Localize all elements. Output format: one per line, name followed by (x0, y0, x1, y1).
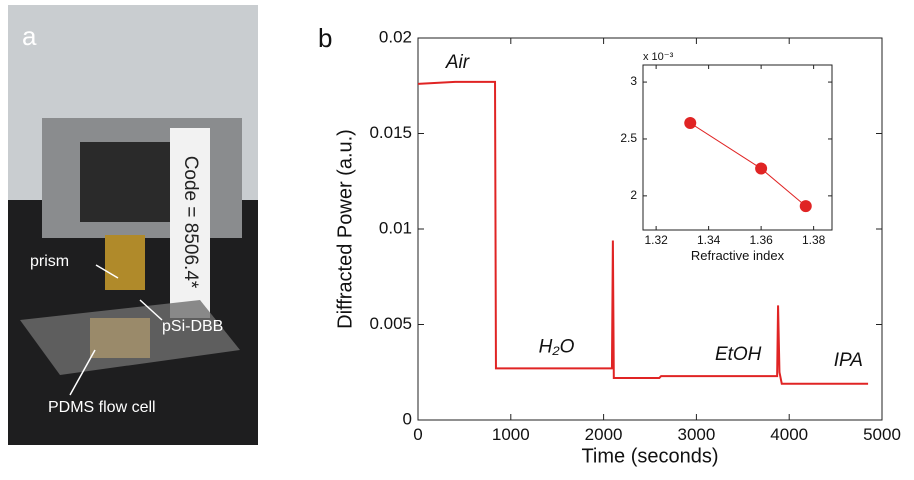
pointer (69, 349, 96, 396)
flow-cell (90, 318, 150, 358)
code-text: Code = 8506.4* (180, 156, 201, 289)
x-tick-label: 4000 (770, 425, 808, 444)
data-point (684, 117, 697, 130)
x-tick-label: 2000 (585, 425, 623, 444)
annotation: H₂O (539, 336, 575, 357)
x-tick-label: 1.38 (802, 233, 826, 247)
prism-holder (105, 235, 145, 290)
data-point (799, 200, 812, 213)
annotation: IPA (834, 350, 863, 371)
data-line (417, 80, 869, 385)
pointer (95, 264, 119, 279)
plot-frame (642, 64, 833, 231)
y-tick-label: 0.015 (369, 123, 412, 142)
annotation: Air (445, 52, 470, 73)
frame-opening (80, 142, 175, 222)
y-tick-label: 0 (403, 409, 412, 428)
x-axis-label: Time (seconds) (581, 446, 718, 468)
panel-label: b (318, 23, 332, 53)
x-tick-label: 1000 (492, 425, 530, 444)
annotation: EtOH (715, 344, 762, 365)
cell-label: PDMS flow cell (48, 399, 156, 416)
data-point (755, 162, 768, 175)
prism-label: prism (30, 253, 69, 270)
y-tick-label: 0.005 (369, 314, 412, 333)
x-tick-label: 1.34 (697, 233, 721, 247)
x-tick-label: 1.32 (644, 233, 668, 247)
y-tick-label: 3 (630, 74, 637, 88)
x-axis-label: Refractive index (691, 248, 785, 263)
axis-multiplier: x 10⁻³ (643, 51, 674, 63)
y-axis-label: Diffracted Power (a.u.) (334, 129, 356, 329)
photo-panel: a Code = 8506.4* prism pSi-DBB PDMS flow… (8, 5, 258, 445)
x-tick-label: 5000 (863, 425, 901, 444)
x-tick-label: 3000 (677, 425, 715, 444)
code-label (170, 128, 210, 318)
y-tick-label: 0.01 (379, 218, 412, 237)
psi-label: pSi-DBB (162, 318, 223, 335)
y-tick-label: 2.5 (620, 131, 637, 145)
x-tick-label: 1.36 (749, 233, 773, 247)
y-tick-label: 0.02 (379, 27, 412, 46)
panel-label: a (22, 21, 37, 51)
pointer (139, 299, 163, 321)
y-tick-label: 2 (630, 188, 637, 202)
x-tick-label: 0 (413, 425, 422, 444)
